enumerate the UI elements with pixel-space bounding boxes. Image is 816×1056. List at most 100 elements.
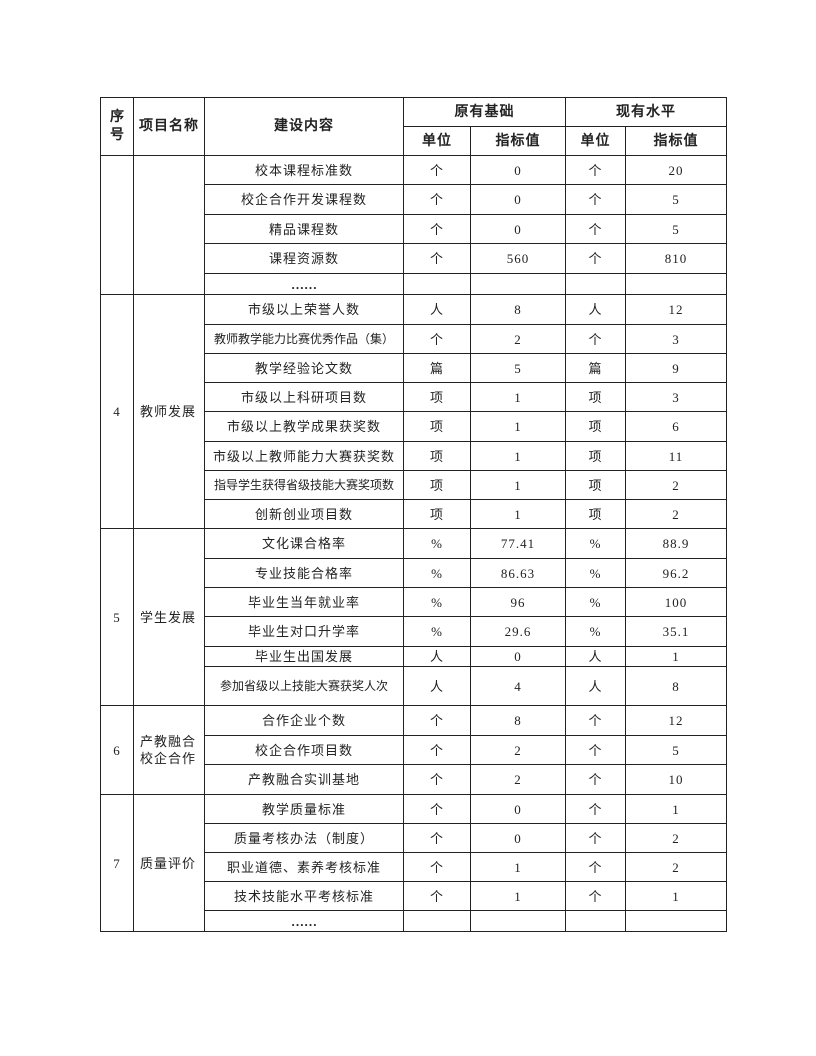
table-row: 4 教师发展 市级以上荣誉人数人 8 人 12 [100,294,727,529]
current-value: 9 [625,353,727,383]
table-row: 市级以上科研项目数项 1 项 3 [101,382,727,412]
current-value: 1 [625,646,727,667]
construction-content: 校企合作开发课程数 [204,184,404,215]
current-unit: 个 [565,705,626,736]
construction-content: 毕业生对口升学率 [204,616,404,647]
original-unit: 个 [403,852,471,882]
current-unit: 个 [565,324,626,354]
original-unit: % [403,528,471,559]
original-unit [403,273,471,295]
construction-content: 教学质量标准 [204,794,404,824]
original-unit: 项 [403,441,471,471]
current-unit: 个 [565,184,626,215]
table-row: 课程资源数个 560 个 810 [101,243,727,274]
current-unit: 个 [565,735,626,765]
header-current-unit: 单位 [565,126,626,156]
construction-content: …… [204,910,404,932]
item-number [100,155,134,295]
current-unit [565,273,626,295]
construction-content: 毕业生当年就业率 [204,587,404,617]
construction-content: 合作企业个数 [204,705,404,736]
table-row: 指导学生获得省级技能大赛奖项数项 1 项 2 [101,470,727,500]
table-row: 教师教学能力比赛优秀作品（集）个 2 个 3 [101,324,727,354]
original-unit: % [403,587,471,617]
original-value: 96 [470,587,566,617]
item-name: 产教融合校企合作 [133,705,205,795]
construction-content: 精品课程数 [204,214,404,244]
current-value: 35.1 [625,616,727,647]
current-unit: 个 [565,214,626,244]
table-row: …… [101,273,727,295]
original-unit: 个 [403,764,471,795]
current-unit: % [565,558,626,588]
original-value: 0 [470,214,566,244]
original-unit: 个 [403,705,471,736]
item-number: 5 [100,528,134,706]
original-unit: 个 [403,243,471,274]
construction-content: 文化课合格率 [204,528,404,559]
original-value: 1 [470,441,566,471]
original-unit: 项 [403,470,471,500]
table-row: …… [101,910,727,932]
original-unit: 篇 [403,353,471,383]
current-unit: 篇 [565,353,626,383]
current-value: 3 [625,324,727,354]
current-unit: 人 [565,646,626,667]
original-value: 2 [470,764,566,795]
current-value: 6 [625,411,727,442]
header-current-value: 指标值 [625,126,727,156]
construction-content: 指导学生获得省级技能大赛奖项数 [204,470,404,500]
current-value: 88.9 [625,528,727,559]
original-value: 86.63 [470,558,566,588]
current-unit: 项 [565,470,626,500]
current-value: 5 [625,735,727,765]
construction-content: 创新创业项目数 [204,499,404,529]
original-value: 77.41 [470,528,566,559]
original-value: 0 [470,646,566,667]
table-row: 7 质量评价 教学质量标准个 0 个 1 [100,794,727,932]
current-value: 1 [625,794,727,824]
table-row: 教学经验论文数篇 5 篇 9 [101,353,727,383]
header-current: 现有水平 [565,97,727,127]
current-value [625,910,727,932]
original-value [470,910,566,932]
current-unit: 个 [565,852,626,882]
original-unit: % [403,558,471,588]
original-value: 1 [470,411,566,442]
header-no: 序号 [100,97,134,156]
current-unit: 个 [565,243,626,274]
construction-content: 课程资源数 [204,243,404,274]
original-unit: 项 [403,499,471,529]
original-value: 1 [470,470,566,500]
construction-content: 校企合作项目数 [204,735,404,765]
current-value: 11 [625,441,727,471]
table-row: 5 学生发展 文化课合格率% 77.41% 88.9 [100,528,727,706]
original-unit: 个 [403,214,471,244]
construction-content: 质量考核办法（制度） [204,823,404,853]
original-unit: 人 [403,646,471,667]
original-value: 5 [470,353,566,383]
original-value: 29.6 [470,616,566,647]
table-row: 专业技能合格率% 86.63% 96.2 [101,558,727,588]
current-value: 100 [625,587,727,617]
original-unit: 个 [403,324,471,354]
original-unit: 项 [403,411,471,442]
construction-content: 毕业生出国发展 [204,646,404,667]
original-value: 1 [470,881,566,911]
construction-content: 市级以上荣誉人数 [204,294,404,325]
header-name: 项目名称 [133,97,205,156]
original-value: 2 [470,735,566,765]
construction-content: 市级以上科研项目数 [204,382,404,412]
construction-content: …… [204,273,404,295]
current-value: 12 [625,705,727,736]
original-value: 2 [470,324,566,354]
current-value: 20 [625,155,727,185]
current-value: 2 [625,823,727,853]
original-unit: 个 [403,155,471,185]
construction-content: 市级以上教学成果获奖数 [204,411,404,442]
current-value: 5 [625,214,727,244]
original-value: 1 [470,382,566,412]
original-value: 8 [470,705,566,736]
table-row: 校企合作开发课程数个 0 个 5 [101,184,727,215]
construction-content: 专业技能合格率 [204,558,404,588]
